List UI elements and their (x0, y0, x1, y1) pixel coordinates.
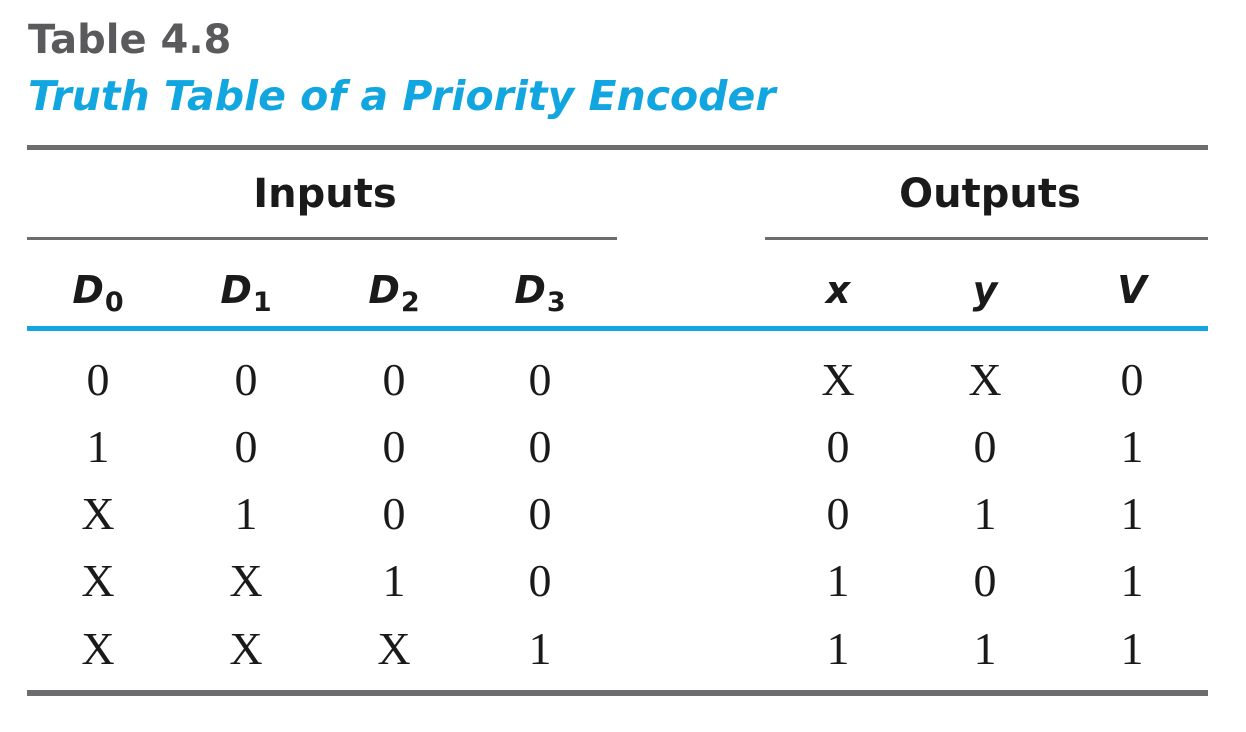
table-cell: 1 (1120, 488, 1144, 539)
table-cell: X (81, 488, 115, 539)
column-header-letter: x (825, 268, 851, 312)
table-cell: 0 (973, 555, 997, 606)
column-header-subscript: 3 (546, 287, 566, 318)
table-cell: X (81, 623, 115, 674)
table-cell: 0 (826, 421, 850, 472)
column-header-letter: y (972, 268, 998, 312)
column-header-letter: V (1117, 268, 1147, 312)
column-header-letter: D (220, 268, 252, 312)
header-rule (27, 326, 1208, 331)
table-cell: 1 (528, 623, 552, 674)
column-header-letter: D (368, 268, 400, 312)
table-cell: 0 (528, 488, 552, 539)
outputs-group-label: Outputs (899, 171, 1081, 217)
table-cell: 1 (234, 488, 258, 539)
column-header: D0 (53, 262, 143, 318)
table-cell: 0 (234, 354, 258, 405)
table-cell: 0 (1120, 354, 1144, 405)
table-cell: 0 (382, 488, 406, 539)
column-header: y (940, 262, 1030, 318)
table-cell: X (229, 623, 263, 674)
table-cell: 0 (382, 421, 406, 472)
table-cell: 1 (86, 421, 110, 472)
column-header: D3 (495, 262, 585, 318)
table-cell: X (81, 555, 115, 606)
top-rule (27, 145, 1208, 150)
table-cell: 1 (826, 623, 850, 674)
table-cell: 0 (826, 488, 850, 539)
table-cell: X (377, 623, 411, 674)
table-number: Table 4.8 (28, 17, 232, 63)
table-cell: 1 (826, 555, 850, 606)
table-cell: 1 (1120, 555, 1144, 606)
column-header-subscript: 0 (104, 287, 124, 318)
table-cell: 0 (528, 421, 552, 472)
table-cell: X (821, 354, 855, 405)
table-cell: 0 (382, 354, 406, 405)
table-cell: 0 (973, 421, 997, 472)
table-cell: X (968, 354, 1002, 405)
column-header-subscript: 2 (400, 287, 420, 318)
table-cell: X (229, 555, 263, 606)
table-cell: 1 (1120, 421, 1144, 472)
column-header-subscript: 1 (252, 287, 272, 318)
table-cell: 1 (1120, 623, 1144, 674)
table-cell: 1 (973, 488, 997, 539)
table-cell: 0 (528, 354, 552, 405)
column-header: V (1087, 262, 1177, 318)
bottom-rule (27, 690, 1208, 696)
table-cell: 0 (528, 555, 552, 606)
table-cell: 1 (973, 623, 997, 674)
column-header-letter: D (72, 268, 104, 312)
table-cell: 0 (86, 354, 110, 405)
column-header: D2 (349, 262, 439, 318)
column-header-letter: D (514, 268, 546, 312)
column-header: x (793, 262, 883, 318)
table-title: Truth Table of a Priority Encoder (28, 72, 776, 120)
column-header: D1 (201, 262, 291, 318)
outputs-group-rule (765, 237, 1208, 240)
inputs-group-label: Inputs (253, 171, 397, 217)
inputs-group-rule (27, 237, 617, 240)
table-cell: 1 (382, 555, 406, 606)
table-cell: 0 (234, 421, 258, 472)
